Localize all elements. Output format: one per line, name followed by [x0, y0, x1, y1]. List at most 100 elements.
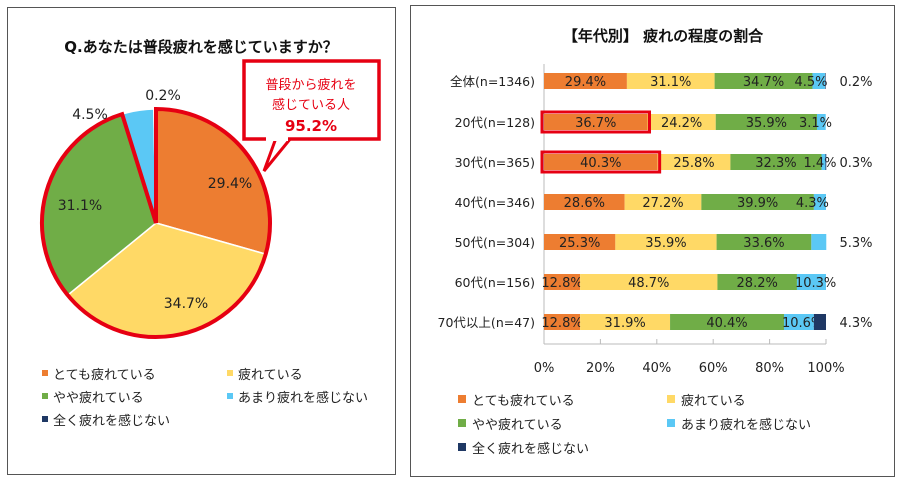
category-label-4: 50代(n=304): [455, 235, 535, 250]
stacked-bar-chart: 【年代別】 疲れの程度の割合 0% 20% 40% 60% 80% 100% 全体(n=134…: [438, 27, 873, 457]
data-label-3-3: 4.3%: [796, 196, 829, 211]
bar-segment-5-1: [580, 274, 718, 290]
pie-label-1: 34.7%: [164, 296, 208, 312]
bar-segment-5-0: [544, 274, 581, 290]
bar-segment-4-1: [615, 234, 717, 250]
bar-segment-5-3: [796, 274, 826, 290]
data-label-6-0: 12.8%: [541, 316, 582, 331]
legend-swatch-2: [42, 393, 48, 399]
bar-segment-6-2: [670, 314, 784, 330]
bar-segment-2-2: [730, 154, 822, 170]
data-label-2-2: 32.3%: [755, 156, 796, 171]
legend-swatch-4: [458, 443, 466, 451]
data-label-1-1: 24.2%: [661, 116, 702, 131]
legend-label-3: あまり疲れを感じない: [681, 417, 811, 433]
bar-segment-6-0: [544, 314, 581, 330]
data-label-6-2: 40.4%: [706, 316, 747, 331]
highlight-outline: [40, 106, 272, 339]
data-label-1-3: 3.1%: [799, 116, 832, 131]
bar-title: 【年代別】 疲れの程度の割合: [563, 27, 764, 45]
x-tick-label-4: 80%: [755, 361, 784, 376]
callout-joint: [266, 136, 288, 141]
pie-title: Q.あなたは普段疲れを感じていますか？: [64, 38, 337, 56]
bar-segment-0-0: [544, 73, 627, 89]
bar-segment-5-2: [717, 274, 797, 290]
bar-segment-1-2: [715, 114, 817, 130]
highlight-box-1: [540, 150, 662, 174]
data-label-4-2: 33.6%: [743, 236, 784, 251]
data-label-0-4: 0.2%: [839, 75, 872, 90]
category-label-5: 60代(n=156): [455, 275, 535, 290]
callout-box: [242, 59, 381, 141]
legend-label-2: やや疲れている: [53, 390, 144, 406]
pie-label-2: 31.1%: [58, 198, 102, 214]
data-label-5-1: 48.7%: [628, 276, 669, 291]
legend-label-3: あまり疲れを感じない: [238, 390, 368, 406]
category-label-0: 全体(n=1346): [450, 74, 535, 89]
category-label-6: 70代以上(n=47): [438, 315, 535, 330]
bar-segment-0-4: [825, 73, 826, 89]
bar-segment-6-4: [813, 314, 826, 330]
bar-segment-2-0: [544, 154, 658, 170]
bar-segment-0-1: [626, 73, 715, 89]
legend-swatch-0: [42, 370, 48, 376]
legend-swatch-1: [227, 370, 233, 376]
bar-segment-2-3: [821, 154, 826, 170]
bar-segment-4-3: [811, 234, 827, 250]
category-label-1: 20代(n=128): [455, 115, 535, 130]
data-label-0-0: 29.4%: [565, 75, 606, 90]
bar-segment-0-2: [714, 73, 813, 89]
data-label-0-1: 31.1%: [650, 75, 691, 90]
bar-segment-3-2: [701, 194, 814, 210]
legend-swatch-0: [458, 395, 466, 403]
x-tick-label-5: 100%: [807, 361, 844, 376]
legend-swatch-4: [42, 416, 48, 422]
pie-label-4: 0.2%: [145, 88, 181, 104]
data-label-2-0: 40.3%: [580, 156, 621, 171]
data-label-1-0: 36.7%: [575, 116, 616, 131]
data-label-2-3: 1.4%: [803, 156, 836, 171]
bar-segment-2-4: [825, 154, 827, 170]
bar-segment-6-1: [580, 314, 671, 330]
legend-label-0: とても疲れている: [472, 393, 575, 409]
bar-chart-panel: 【年代別】 疲れの程度の割合 0% 20% 40% 60% 80% 100% 全体(n=134…: [410, 5, 895, 477]
data-label-1-2: 35.9%: [746, 116, 787, 131]
legend-label-4: 全く疲れを感じない: [472, 441, 589, 457]
data-label-5-3: 10.3%: [795, 276, 836, 291]
legend-swatch-3: [227, 393, 233, 399]
bar-segment-3-3: [813, 194, 826, 210]
bar-segment-2-1: [657, 154, 731, 170]
bar-segment-4-2: [716, 234, 812, 250]
callout-line2: 感じている人: [272, 97, 350, 113]
data-label-6-4: 4.3%: [839, 316, 872, 331]
x-tick-label-2: 40%: [642, 361, 671, 376]
bar-segment-6-3: [783, 314, 814, 330]
data-label-2-1: 25.8%: [673, 156, 714, 171]
data-label-0-3: 4.5%: [794, 75, 827, 90]
bar-segment-0-3: [812, 73, 826, 89]
data-label-4-3: 5.3%: [839, 236, 872, 251]
data-label-4-0: 25.3%: [559, 236, 600, 251]
pie-chart: Q.あなたは普段疲れを感じていますか？ 29.4% 34.7% 31.1% 4.5% 0.…: [40, 38, 381, 429]
legend-label-1: 疲れている: [681, 393, 746, 409]
data-label-4-1: 35.9%: [645, 236, 686, 251]
data-label-6-3: 10.6%: [782, 316, 823, 331]
x-tick-label-0: 0%: [534, 361, 555, 376]
data-label-3-0: 28.6%: [564, 196, 605, 211]
bar-segment-1-0: [544, 114, 648, 130]
pie-chart-panel: Q.あなたは普段疲れを感じていますか？ 29.4% 34.7% 31.1% 4.5% 0.…: [7, 7, 396, 475]
legend-label-2: やや疲れている: [472, 417, 563, 433]
category-label-3: 40代(n=346): [455, 195, 535, 210]
pie-label-0: 29.4%: [208, 176, 252, 192]
bar-segment-3-0: [544, 194, 625, 210]
legend-label-0: とても疲れている: [53, 367, 156, 383]
highlight-box-0: [540, 110, 651, 134]
x-tick-label-1: 20%: [586, 361, 615, 376]
callout-pointer: [262, 136, 295, 172]
legend-swatch-3: [667, 419, 675, 427]
data-label-2-4: 0.3%: [839, 156, 872, 171]
category-label-2: 30代(n=365): [455, 155, 535, 170]
pie-label-3: 4.5%: [72, 107, 108, 123]
bar-segment-4-0: [544, 234, 616, 250]
legend-swatch-2: [458, 419, 466, 427]
